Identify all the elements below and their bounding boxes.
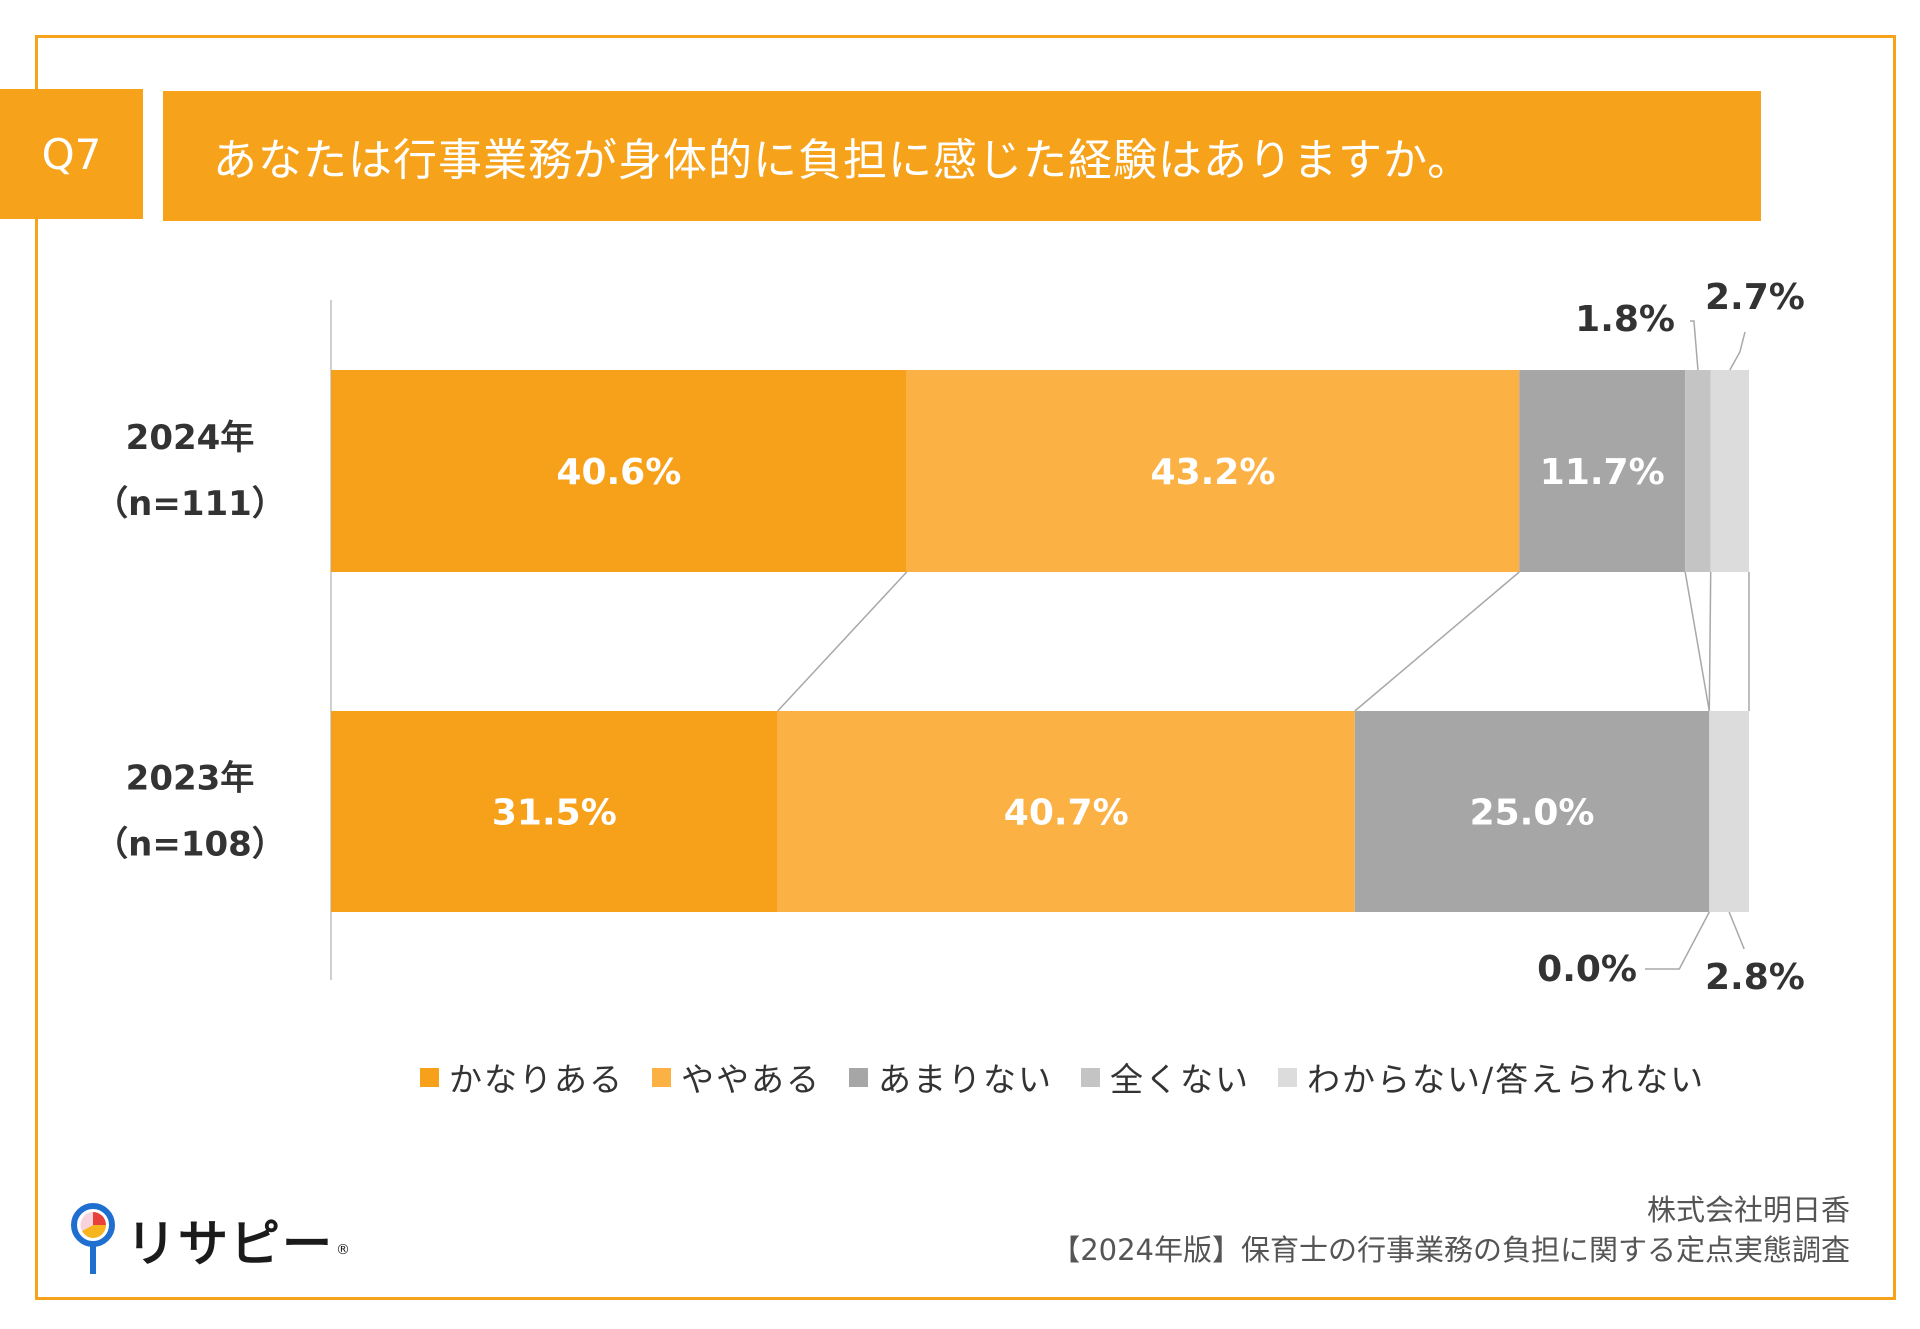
data-label: 31.5% [492,793,617,834]
data-label: 2.7% [1705,277,1805,318]
question-title: あなたは行事業務が身体的に負担に感じた経験はありますか。 [163,91,1761,221]
legend-label: あまりない [878,1060,1053,1099]
data-label: 1.8% [1575,299,1675,340]
legend-swatch [1278,1067,1297,1087]
logo-text: リサピー [126,1215,334,1273]
connector-line [777,571,908,712]
category-label: （n=111） [94,484,286,524]
bar-segment [1519,370,1686,572]
connector-line [1708,571,1712,712]
source-credit: 株式会社明日香 【2024年版】保育士の行事業務の負担に関する定点実態調査 [1051,1190,1850,1270]
callout-line [1728,911,1745,950]
credit-survey: 【2024年版】保育士の行事業務の負担に関する定点実態調査 [1051,1233,1850,1267]
bar-segment [331,711,778,912]
slide-border [35,35,1896,1300]
data-label: 43.2% [1151,452,1276,493]
legend-swatch [1081,1067,1100,1087]
legend-item-mattaku-nai: 全くない [1081,1053,1250,1101]
legend-item-wakaranai: わからない/答えられない [1278,1053,1705,1101]
legend-swatch [849,1067,868,1087]
connector-line [1684,571,1711,712]
category-label: 2024年 [126,418,255,458]
bar-segment [1685,370,1711,572]
legend-label: かなりある [449,1060,624,1099]
bar-segment [1354,711,1710,912]
legend-item-yaya-aru: ややある [652,1053,821,1101]
data-label: 40.7% [1004,793,1129,834]
bar-segment [777,711,1355,912]
chart-legend: かなりある ややある あまりない 全くない わからない/答えられない [420,1052,1800,1102]
legend-swatch [420,1067,439,1087]
bar-segment [906,370,1520,572]
data-label: 40.6% [556,452,681,493]
legend-swatch [652,1067,671,1087]
data-label: 0.0% [1537,949,1637,990]
logo-registered-mark: ® [336,1242,350,1258]
callout-line [1645,911,1710,970]
callout-line [1729,331,1746,371]
data-label: 2.8% [1705,957,1805,998]
logo-pin-icon [71,1203,115,1274]
bar-segment [331,370,907,572]
question-number-badge: Q7 [0,89,143,219]
credit-company: 株式会社明日香 [1646,1193,1850,1227]
legend-item-kanari-aru: かなりある [420,1053,624,1101]
category-label: 2023年 [126,759,255,799]
bar-segment [1709,711,1749,912]
legend-label: わからない/答えられない [1307,1060,1706,1099]
data-label: 25.0% [1470,793,1595,834]
legend-label: 全くない [1110,1060,1250,1099]
bar-segment [1710,370,1749,572]
category-label: （n=108） [94,825,286,865]
connector-line [1354,571,1520,712]
callout-line [1690,320,1699,371]
risapy-logo: リサピー ® [70,1200,350,1280]
legend-label: ややある [681,1060,821,1099]
legend-item-amari-nai: あまりない [849,1053,1053,1101]
data-label: 11.7% [1540,452,1665,493]
